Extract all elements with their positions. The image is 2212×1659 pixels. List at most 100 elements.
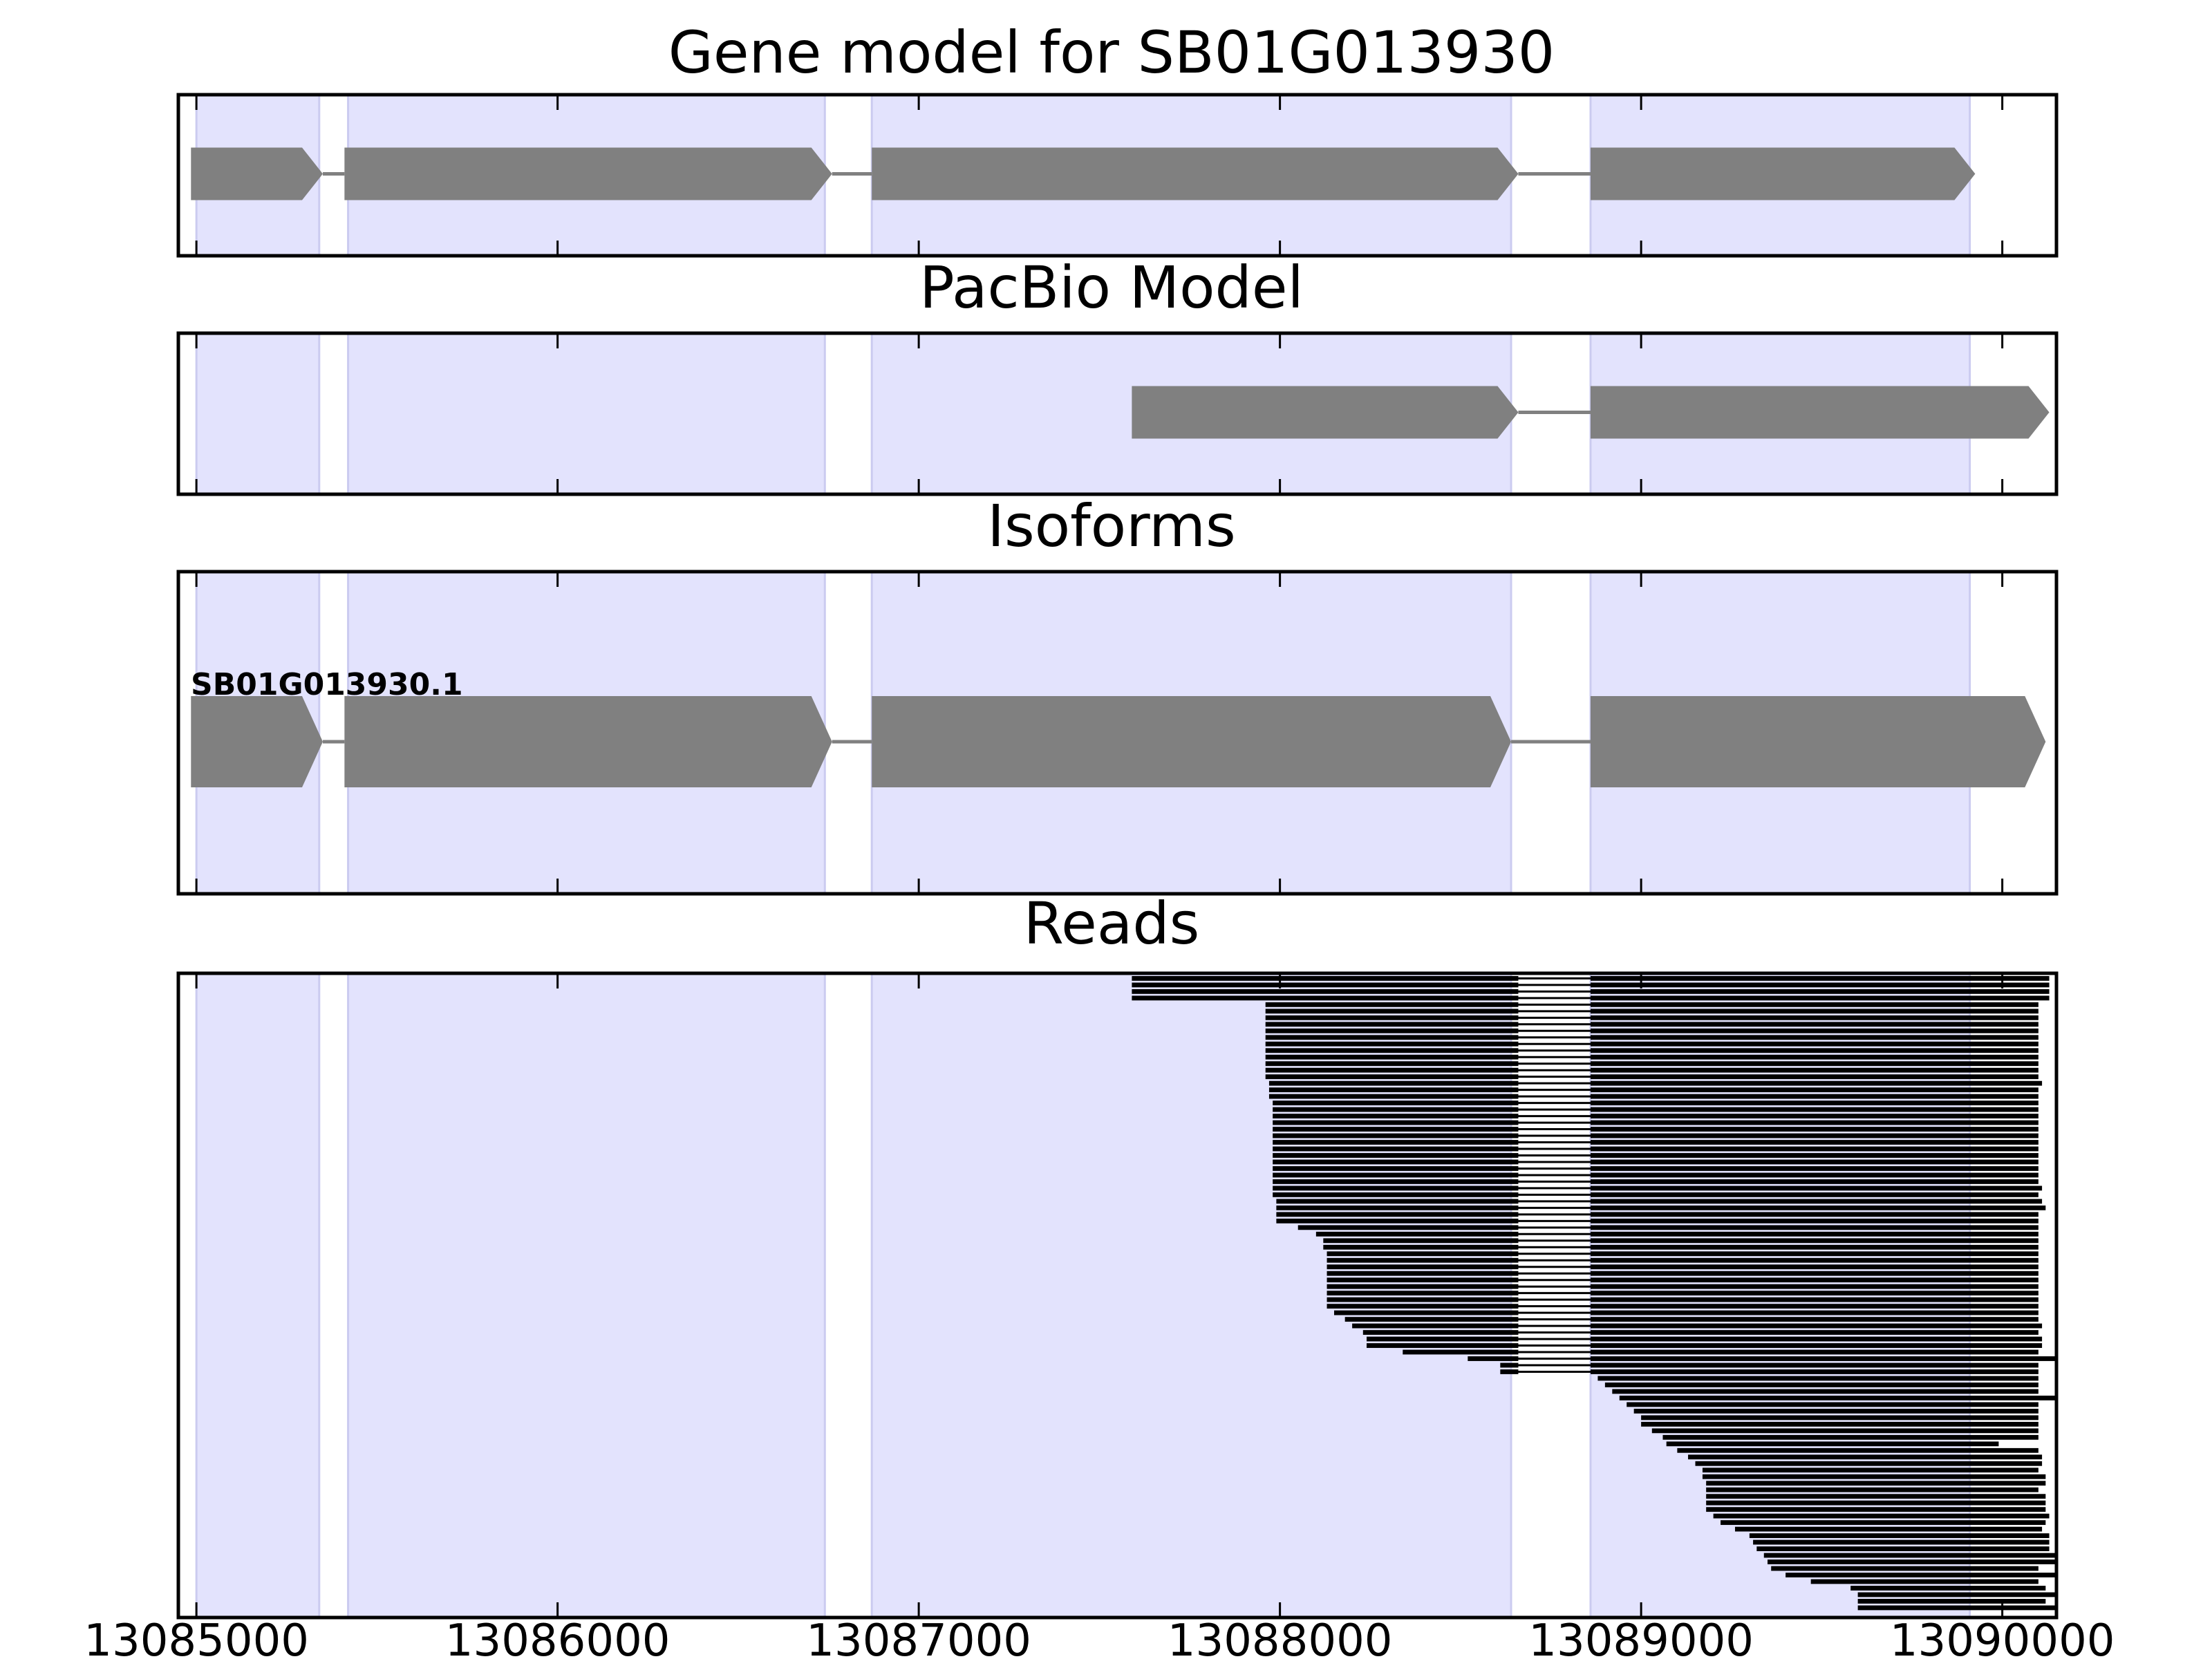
- read-segment: [1590, 1336, 2043, 1342]
- read-segment: [1265, 1074, 1519, 1080]
- exon-feature: [191, 147, 323, 200]
- read-segment: [1273, 1179, 1519, 1184]
- exon-feature: [1132, 386, 1519, 439]
- read-segment: [1590, 1251, 2038, 1257]
- exon-shade-band: [195, 332, 321, 496]
- read-segment: [1323, 1244, 1519, 1250]
- read-segment: [1273, 1114, 1519, 1119]
- read-segment: [1590, 1238, 2038, 1244]
- read-segment: [1323, 1238, 1519, 1244]
- read-segment: [1590, 1107, 2038, 1112]
- read-segment: [1706, 1487, 2038, 1492]
- reads-panel-title: Reads: [1024, 890, 1200, 957]
- read-segment: [1590, 1080, 2043, 1086]
- read-segment: [1327, 1271, 1519, 1276]
- read-segment: [1403, 1349, 1519, 1355]
- read-segment: [1590, 1284, 2038, 1289]
- read-segment: [1276, 1212, 1519, 1217]
- panel-layer: [176, 93, 2059, 258]
- read-segment: [1590, 1362, 2038, 1368]
- read-segment: [1590, 1120, 2038, 1125]
- read-segment: [1315, 1231, 1519, 1237]
- read-segment: [1590, 1022, 2038, 1027]
- read-segment: [1367, 1343, 1519, 1348]
- read-segment: [1695, 1461, 2043, 1466]
- read-segment: [1273, 1107, 1519, 1112]
- x-tick-label: 13085000: [84, 1615, 309, 1659]
- read-segment: [1327, 1277, 1519, 1283]
- read-segment: [1590, 1271, 2038, 1276]
- read-segment: [1666, 1441, 1999, 1447]
- read-segment: [1327, 1257, 1519, 1263]
- read-segment: [1590, 1310, 2038, 1315]
- read-segment: [1268, 1080, 1519, 1086]
- read-segment: [1327, 1264, 1519, 1270]
- read-segment: [1265, 1015, 1519, 1020]
- panel-layer: [176, 570, 2059, 896]
- x-tick-label: 13090000: [1890, 1615, 2115, 1659]
- read-segment: [1276, 1218, 1519, 1224]
- read-segment: [1702, 1474, 2046, 1479]
- read-segment: [1662, 1434, 2038, 1440]
- read-segment: [1273, 1100, 1519, 1106]
- read-segment: [1590, 1356, 2056, 1361]
- read-segment: [1590, 1349, 2038, 1355]
- panel-layer: [176, 331, 2059, 496]
- read-segment: [1612, 1389, 2038, 1394]
- read-segment: [1590, 1087, 2038, 1093]
- read-segment: [1273, 1127, 1519, 1132]
- read-segment: [1273, 1133, 1519, 1138]
- read-segment: [1590, 988, 2050, 994]
- panel-frame: [176, 93, 2059, 258]
- read-segment: [1273, 1166, 1519, 1171]
- read-segment: [1265, 1054, 1519, 1060]
- read-segment: [1590, 1166, 2038, 1171]
- isoforms-panel: SB01G013930.1: [176, 570, 2059, 896]
- read-segment: [1273, 1146, 1519, 1152]
- isoform-label: SB01G013930.1: [191, 667, 463, 702]
- read-segment: [1334, 1310, 1519, 1315]
- gene-model-panel: [176, 93, 2059, 258]
- exon-feature: [872, 147, 1519, 200]
- read-segment: [1273, 1192, 1519, 1197]
- pacbio-model-panel: [176, 331, 2059, 496]
- read-segment: [1273, 1140, 1519, 1145]
- read-segment: [1857, 1599, 2046, 1604]
- read-segment: [1327, 1251, 1519, 1257]
- read-segment: [1633, 1408, 2038, 1414]
- read-segment: [1590, 1002, 2038, 1007]
- read-segment: [1500, 1369, 1519, 1374]
- read-segment: [1590, 1179, 2038, 1184]
- read-segment: [1132, 988, 1519, 994]
- read-segment: [1265, 1048, 1519, 1053]
- read-segment: [1590, 982, 2050, 988]
- read-segment: [1713, 1513, 2050, 1519]
- read-segment: [1590, 1330, 2038, 1335]
- read-segment: [1367, 1336, 1519, 1342]
- exon-shade-band: [347, 972, 826, 1619]
- read-segment: [1590, 1153, 2038, 1158]
- read-segment: [1590, 1074, 2038, 1080]
- exon-feature: [344, 147, 832, 200]
- read-segment: [1590, 1054, 2038, 1060]
- read-segment: [1500, 1362, 1519, 1368]
- read-segment: [1857, 1605, 2056, 1611]
- read-segment: [1677, 1447, 2038, 1453]
- read-segment: [1771, 1566, 2038, 1571]
- read-segment: [1265, 1022, 1519, 1027]
- read-segment: [1590, 1192, 2038, 1197]
- read-segment: [1265, 1061, 1519, 1067]
- read-segment: [1753, 1539, 2050, 1545]
- read-segment: [1590, 1185, 2043, 1191]
- read-segment: [1268, 1087, 1519, 1093]
- read-segment: [1590, 995, 2050, 1001]
- read-segment: [1706, 1507, 2046, 1512]
- read-segment: [1590, 976, 2050, 981]
- x-tick-label: 13089000: [1528, 1615, 1754, 1659]
- exon-feature: [191, 696, 323, 787]
- read-segment: [1590, 1015, 2038, 1020]
- read-segment: [1276, 1199, 1519, 1204]
- read-segment: [1619, 1396, 2056, 1400]
- read-segment: [1468, 1356, 1519, 1361]
